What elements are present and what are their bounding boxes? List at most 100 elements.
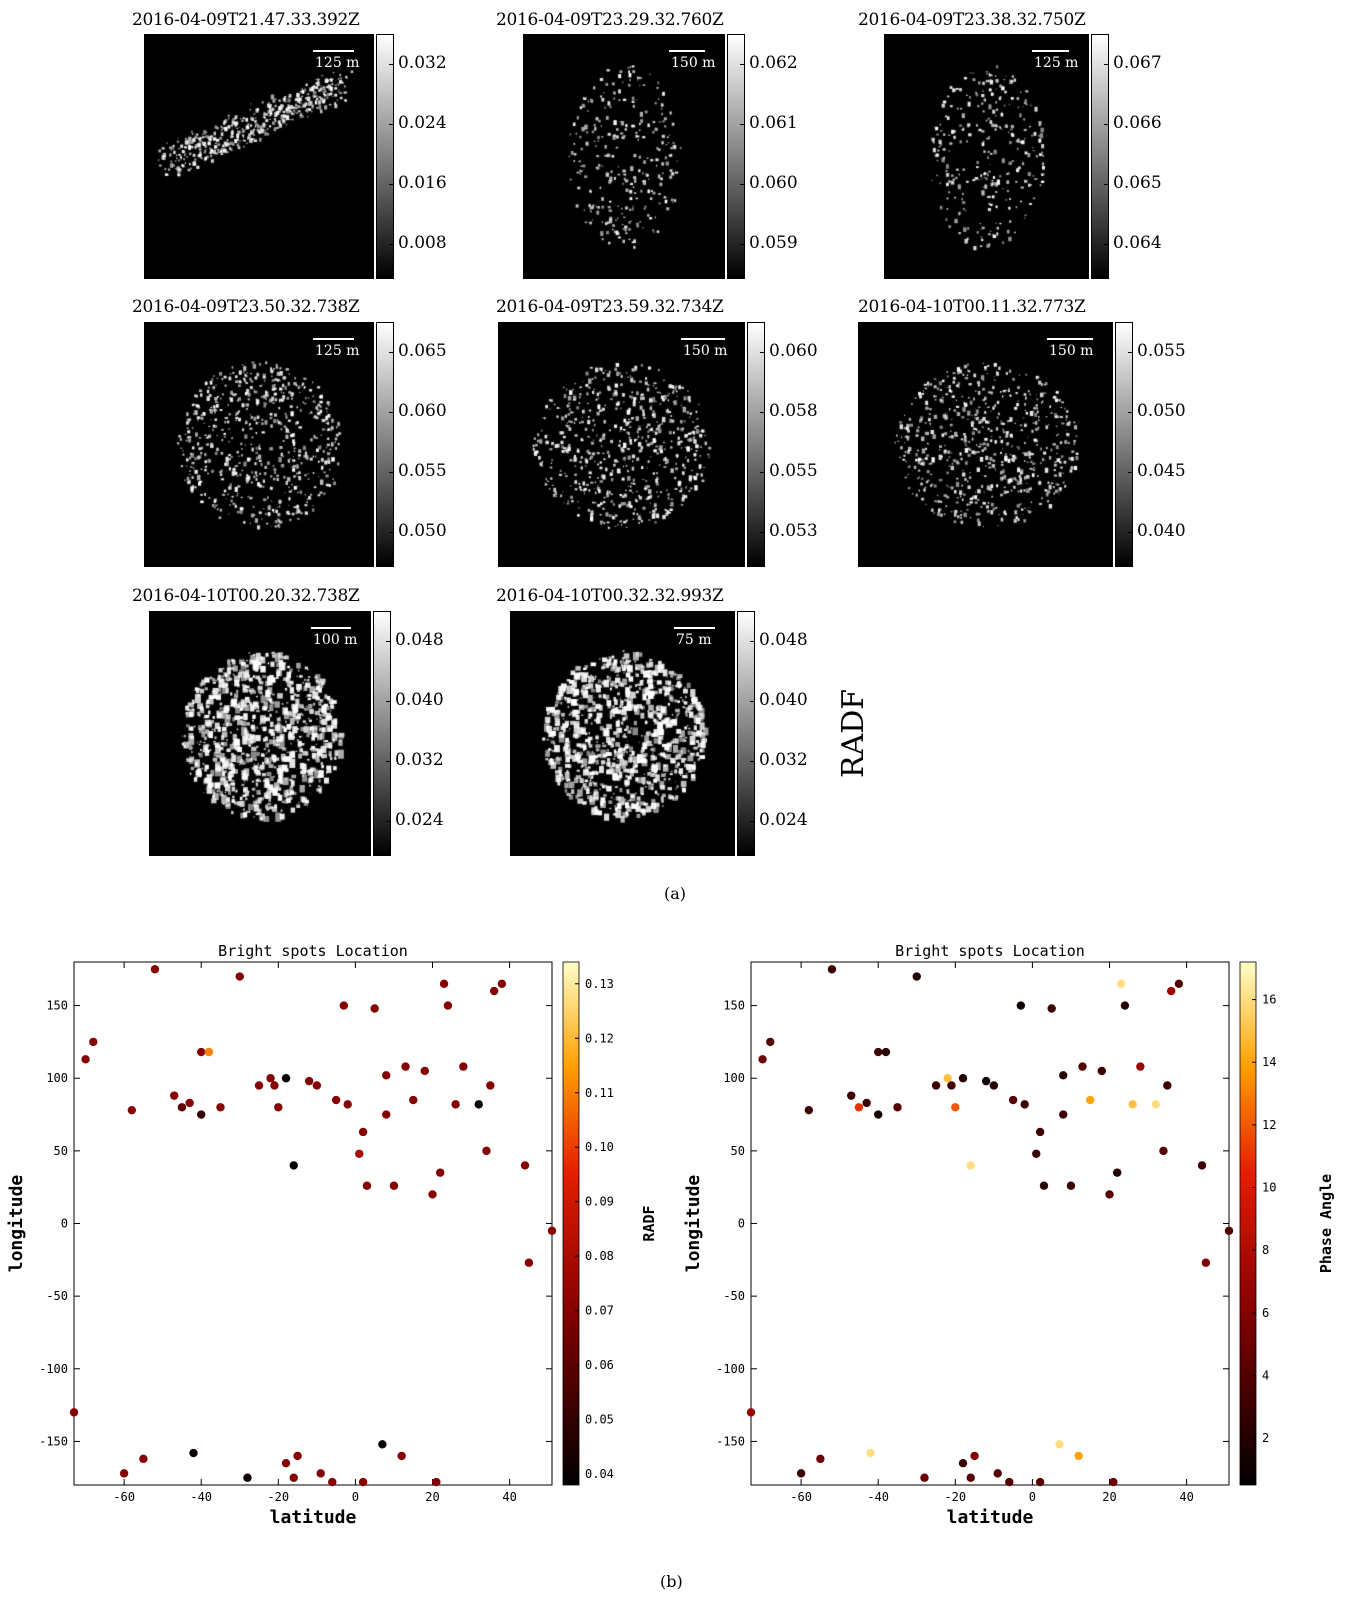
- scatter-point: [204, 1047, 214, 1057]
- scatter-point: [312, 1081, 322, 1090]
- colorbar-tick-label: 2: [1262, 1431, 1269, 1445]
- scatter-point: [1074, 1451, 1083, 1461]
- x-axis-label: latitude: [270, 1507, 357, 1528]
- scatter-point: [1086, 1095, 1095, 1105]
- scatter-point: [382, 1071, 391, 1080]
- scale-bar: [1047, 338, 1093, 340]
- chart-title: Bright spots Location: [218, 942, 408, 960]
- scatter-point: [1039, 1181, 1049, 1190]
- scatter-point: [1078, 1062, 1087, 1071]
- colorbar-tick-label: 0.065: [1113, 173, 1162, 193]
- scatter-point: [1224, 1226, 1234, 1235]
- chart-title: Bright spots Location: [895, 942, 1085, 960]
- scatter-point: [1097, 1066, 1106, 1076]
- colorbar-tick-label: 0.045: [1137, 461, 1186, 481]
- colorbar-tick-label: 0.024: [398, 113, 447, 133]
- scatter-point: [866, 1448, 875, 1458]
- scatter-point: [382, 1110, 391, 1119]
- colorbar-tick: [760, 472, 765, 473]
- colorbar-tick: [1104, 244, 1109, 245]
- scatter-point: [266, 1074, 275, 1083]
- colorbar-tick-label: 0.07: [585, 1304, 614, 1318]
- scatter-point: [1151, 1100, 1160, 1109]
- colorbar-tick-label: 0.032: [398, 53, 447, 73]
- scatter-point: [436, 1168, 445, 1177]
- colorbar-tick-label: 4: [1262, 1368, 1269, 1382]
- scale-bar: [681, 338, 725, 340]
- scatter-point: [1116, 979, 1126, 988]
- scatter-point: [1113, 1168, 1122, 1177]
- colorbar-tick-label: 0.064: [1113, 233, 1162, 253]
- scatter-point: [1136, 1062, 1145, 1071]
- scale-bar: [311, 627, 351, 629]
- colorbar-tick: [760, 352, 765, 353]
- colorbar-tick-label: 0.016: [398, 173, 447, 193]
- scatter-point: [281, 1459, 291, 1468]
- scatter-point: [966, 1161, 975, 1170]
- comet-radf-image: 100 m: [149, 611, 371, 856]
- scatter-point: [1032, 1149, 1041, 1158]
- colorbar-tick: [760, 412, 765, 413]
- y-tick-label: -50: [46, 1289, 68, 1303]
- colorbar-tick: [389, 184, 394, 185]
- scale-bar: [674, 627, 715, 629]
- colorbar-tick: [1128, 352, 1133, 353]
- x-tick-label: -40: [190, 1490, 212, 1504]
- colorbar-tick-label: 0.055: [769, 461, 818, 481]
- scatter-point: [931, 1081, 941, 1090]
- colorbar-tick-label: 0.040: [759, 690, 808, 710]
- y-tick-label: 150: [723, 999, 745, 1013]
- scatter-point: [409, 1095, 418, 1105]
- y-tick-label: 100: [723, 1071, 745, 1085]
- scatter-point: [397, 1451, 406, 1461]
- scatter-point: [966, 1473, 975, 1482]
- scatter-point: [428, 1190, 437, 1199]
- scatter-point: [439, 979, 449, 988]
- colorbar-tick-label: 0.10: [585, 1140, 614, 1154]
- colorbar-tick-label: 0.06: [585, 1358, 614, 1372]
- colorbar-tick: [760, 532, 765, 533]
- panel-title: 2016-04-09T21.47.33.392Z: [132, 10, 360, 30]
- scatter-point: [270, 1081, 279, 1090]
- x-axis-label: latitude: [947, 1507, 1034, 1528]
- colorbar-tick-label: 0.055: [398, 461, 447, 481]
- x-tick-label: -40: [867, 1490, 889, 1504]
- y-tick-label: 50: [731, 1144, 745, 1158]
- colorbar-tick-label: 0.050: [398, 521, 447, 541]
- scatter-point: [874, 1110, 883, 1119]
- colorbar-tick: [750, 821, 755, 822]
- colorbar-tick-label: 0.13: [585, 977, 614, 991]
- x-tick-label: 0: [352, 1490, 359, 1504]
- scatter-point: [1066, 1181, 1076, 1190]
- colorbar-tick: [1128, 472, 1133, 473]
- colorbar-tick-label: 0.061: [749, 113, 798, 133]
- colorbar-tick-label: 14: [1262, 1055, 1276, 1069]
- scatter-point: [981, 1076, 991, 1086]
- scatter-point: [81, 1055, 90, 1064]
- colorbar-tick: [389, 64, 394, 65]
- scatter-point: [304, 1076, 314, 1086]
- colorbar-tick: [1104, 184, 1109, 185]
- colorbar-tick: [740, 124, 745, 125]
- colorbar-tick-label: 0.032: [759, 750, 808, 770]
- scatter-point: [389, 1181, 399, 1190]
- y-tick-label: 50: [54, 1144, 68, 1158]
- colorbar-tick: [386, 821, 391, 822]
- scatter-point: [862, 1098, 871, 1108]
- colorbar-tick-label: 0.062: [749, 53, 798, 73]
- colorbar-tick: [389, 124, 394, 125]
- comet-radf-image: 125 m: [884, 34, 1089, 279]
- scatter-point: [970, 1451, 979, 1461]
- colorbar-tick-label: 0.048: [759, 630, 808, 650]
- colorbar-tick-label: 0.067: [1113, 53, 1162, 73]
- scatter-point: [1008, 1095, 1018, 1105]
- colorbar-tick-label: 6: [1262, 1306, 1269, 1320]
- comet-radf-image: 150 m: [498, 322, 745, 567]
- panel-title: 2016-04-09T23.50.32.738Z: [132, 297, 360, 317]
- scatter-point: [1128, 1100, 1137, 1109]
- scatter-point: [281, 1074, 291, 1083]
- scale-bar: [1032, 50, 1069, 52]
- colorbar-tick-label: 0.058: [769, 401, 818, 421]
- colorbar-tick-label: 12: [1262, 1118, 1276, 1132]
- colorbar: [1091, 34, 1109, 279]
